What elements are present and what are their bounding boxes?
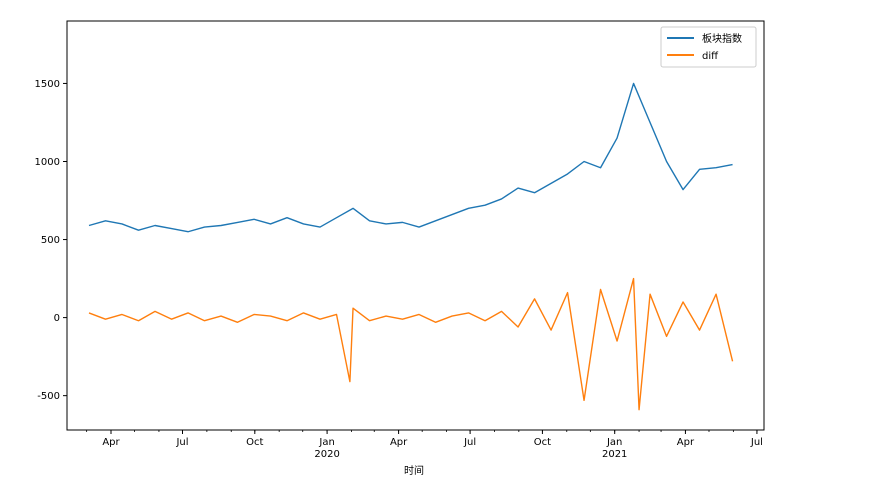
y-tick-label: 1000 bbox=[35, 157, 60, 168]
x-tick-label: Jan bbox=[606, 437, 622, 448]
x-tick-label: Jul bbox=[175, 437, 188, 448]
x-tick-year-label: 2021 bbox=[602, 449, 627, 460]
x-tick-label: Apr bbox=[677, 437, 695, 448]
x-tick-year-label: 2020 bbox=[314, 449, 339, 460]
x-tick-label: Jan bbox=[318, 437, 334, 448]
y-tick-label: -500 bbox=[37, 391, 60, 402]
y-tick-label: 500 bbox=[41, 235, 60, 246]
y-tick-label: 0 bbox=[54, 313, 60, 324]
x-axis-label: 时间 bbox=[404, 464, 424, 477]
y-tick-label: 1500 bbox=[35, 79, 60, 90]
x-tick-label: Oct bbox=[246, 437, 263, 448]
series-line-index bbox=[88, 82, 733, 233]
legend-label-diff: diff bbox=[702, 51, 719, 62]
series-line-diff bbox=[88, 277, 734, 411]
x-tick-label: Jul bbox=[750, 437, 763, 448]
x-tick-label: Apr bbox=[390, 437, 408, 448]
x-tick-label: Oct bbox=[534, 437, 551, 448]
x-tick-label: Jul bbox=[463, 437, 476, 448]
chart-legend: 板块指数 diff bbox=[660, 26, 757, 68]
x-tick-label: Apr bbox=[102, 437, 120, 448]
legend-label-index: 板块指数 bbox=[702, 32, 742, 45]
